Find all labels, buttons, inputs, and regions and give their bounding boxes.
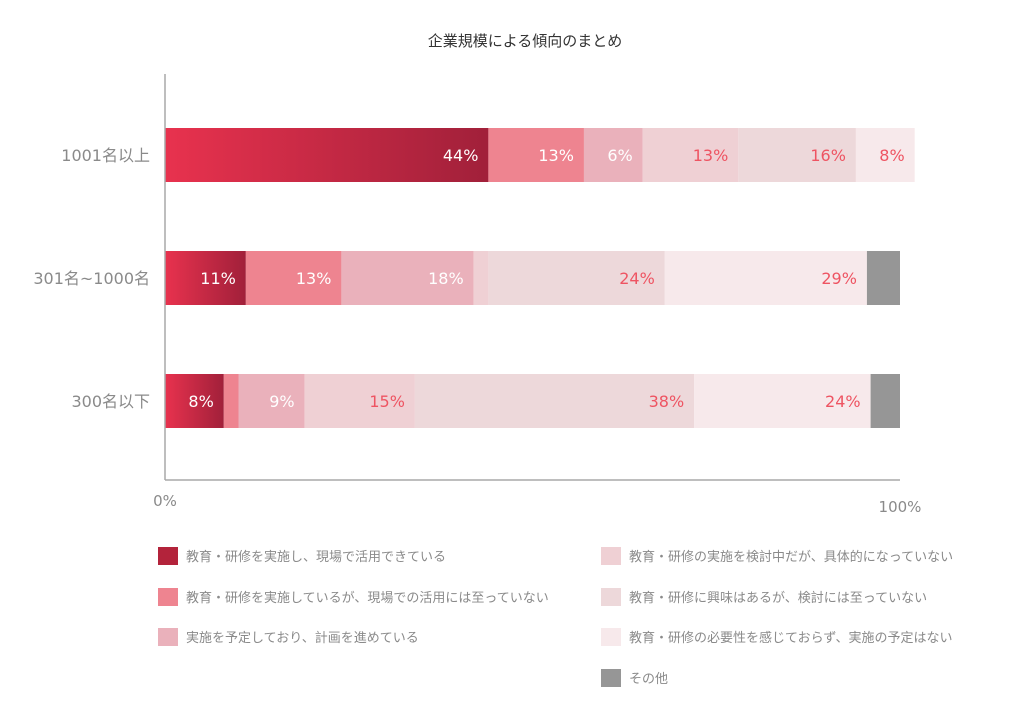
data-label: 29% (821, 269, 857, 288)
bar-segment (488, 128, 584, 182)
bar-segment (223, 374, 239, 428)
bar-segment (165, 251, 246, 305)
x-tick-label-0: 0% (153, 492, 177, 510)
data-label: 6% (607, 146, 632, 165)
bar-segment (855, 128, 915, 182)
data-label: 8% (188, 392, 213, 411)
data-label: 18% (428, 269, 464, 288)
data-label: 44% (443, 146, 479, 165)
bar-segment (866, 251, 900, 305)
data-label: 9% (269, 392, 294, 411)
category-labels: 1001名以上 301名~1000名 300名以下 (33, 146, 150, 411)
bar-segment (583, 128, 643, 182)
bar-segment (238, 374, 305, 428)
data-label: 13% (296, 269, 332, 288)
bar-segment (414, 374, 695, 428)
bar-segment (473, 251, 489, 305)
data-label: 16% (810, 146, 846, 165)
data-label: 24% (619, 269, 655, 288)
bar-segment (664, 251, 867, 305)
chart-title: 企業規模による傾向のまとめ (428, 32, 623, 50)
bar-segment (642, 128, 739, 182)
bar-segment (245, 251, 342, 305)
axis-layer (164, 74, 900, 481)
bar-segment (165, 374, 224, 428)
category-label: 301名~1000名 (33, 269, 150, 288)
bar-segment (341, 251, 474, 305)
bar-segment (165, 128, 489, 182)
category-label: 300名以下 (71, 392, 150, 411)
data-label: 13% (693, 146, 729, 165)
data-label: 8% (879, 146, 904, 165)
data-label: 24% (825, 392, 861, 411)
bars-layer: 44% 13% 6% 13% 16% 8% 11% 13% 18% 24% 29% 8% 9% 15% 38… (165, 128, 915, 428)
bar-segment (694, 374, 871, 428)
data-label: 38% (649, 392, 685, 411)
bar-segment (738, 128, 856, 182)
bar-segment (488, 251, 665, 305)
bar-segment (870, 374, 900, 428)
data-label: 11% (200, 269, 236, 288)
data-label: 13% (538, 146, 574, 165)
x-tick-label-100: 100% (879, 498, 922, 516)
bar-segment (304, 374, 415, 428)
data-label: 15% (369, 392, 405, 411)
category-label: 1001名以上 (61, 146, 150, 165)
